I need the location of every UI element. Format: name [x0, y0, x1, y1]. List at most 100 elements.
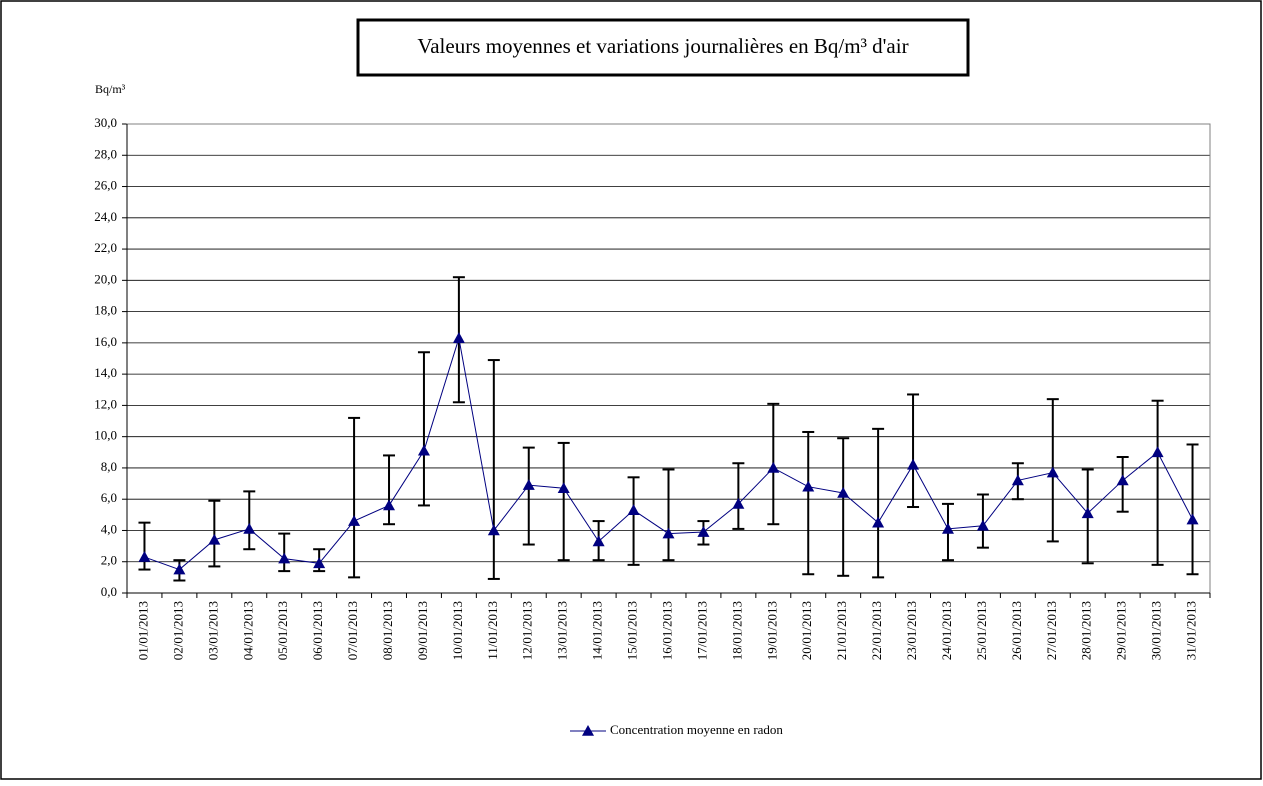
data-point	[278, 552, 291, 564]
x-tick-label: 29/01/2013	[1114, 601, 1129, 660]
data-point	[173, 563, 186, 575]
x-tick-label: 28/01/2013	[1079, 601, 1094, 660]
y-tick-label: 18,0	[94, 303, 117, 318]
data-point	[872, 516, 885, 528]
error-bar	[208, 499, 221, 568]
data-point	[732, 497, 745, 509]
data-point	[1116, 474, 1129, 486]
y-tick-label: 20,0	[94, 271, 117, 286]
x-tick-label: 04/01/2013	[240, 601, 255, 660]
data-point	[941, 522, 954, 534]
error-bar	[522, 446, 535, 546]
x-tick-label: 24/01/2013	[939, 601, 954, 660]
data-point	[138, 551, 151, 562]
error-bar	[907, 393, 920, 509]
x-tick-label: 05/01/2013	[275, 601, 290, 660]
data-point	[243, 522, 256, 534]
x-tick-label: 22/01/2013	[869, 601, 884, 660]
data-point	[662, 527, 675, 539]
error-bar	[1186, 443, 1199, 576]
error-bar	[487, 359, 500, 580]
error-bar	[1151, 399, 1164, 566]
data-point	[1081, 507, 1094, 519]
error-bar	[383, 454, 396, 526]
x-tick-label: 30/01/2013	[1149, 601, 1164, 660]
x-tick-label: 18/01/2013	[729, 601, 744, 660]
data-point	[837, 486, 850, 498]
data-point	[802, 480, 815, 492]
error-bar	[732, 462, 745, 530]
data-point	[452, 332, 465, 343]
x-tick-label: 02/01/2013	[170, 601, 185, 660]
data-point	[592, 535, 605, 547]
x-tick-label: 15/01/2013	[625, 601, 640, 660]
error-bar	[243, 490, 256, 551]
chart-title: Valeurs moyennes et variations journaliè…	[417, 34, 908, 58]
legend-label: Concentration moyenne en radon	[610, 722, 783, 737]
y-tick-label: 2,0	[101, 553, 117, 568]
error-bar	[417, 351, 430, 507]
x-tick-label: 27/01/2013	[1044, 601, 1059, 660]
data-point	[1011, 474, 1024, 486]
data-point	[1186, 513, 1199, 525]
y-tick-label: 14,0	[94, 365, 117, 380]
data-point	[697, 526, 710, 537]
data-point	[976, 519, 989, 531]
y-tick-label: 30,0	[94, 115, 117, 130]
y-tick-label: 16,0	[94, 334, 117, 349]
y-tick-label: 0,0	[101, 584, 117, 599]
error-bar	[802, 430, 815, 576]
x-tick-label: 21/01/2013	[834, 601, 849, 660]
legend-marker	[582, 725, 594, 736]
x-tick-label: 07/01/2013	[345, 601, 360, 660]
title-box	[356, 18, 970, 77]
y-tick-label: 22,0	[94, 240, 117, 255]
x-tick-label: 23/01/2013	[904, 601, 919, 660]
x-tick-label: 20/01/2013	[799, 601, 814, 660]
y-axis-label: Bq/m³	[95, 82, 126, 96]
error-bar	[662, 468, 675, 562]
data-point	[1046, 466, 1059, 478]
y-tick-label: 8,0	[101, 459, 117, 474]
error-bar	[837, 437, 850, 577]
error-bar	[348, 416, 361, 579]
x-tick-label: 14/01/2013	[590, 601, 605, 660]
x-tick-label: 10/01/2013	[450, 601, 465, 660]
error-bar	[278, 532, 291, 573]
x-tick-label: 19/01/2013	[764, 601, 779, 660]
x-tick-label: 06/01/2013	[310, 601, 325, 660]
error-bar	[627, 476, 640, 566]
data-point	[348, 515, 361, 526]
x-tick-label: 25/01/2013	[974, 601, 989, 660]
y-tick-label: 6,0	[101, 490, 117, 505]
x-tick-label: 09/01/2013	[415, 601, 430, 660]
x-tick-label: 31/01/2013	[1184, 601, 1199, 660]
data-point	[907, 458, 920, 470]
x-tick-label: 08/01/2013	[380, 601, 395, 660]
data-point	[1151, 446, 1164, 458]
x-tick-label: 12/01/2013	[520, 601, 535, 660]
y-tick-label: 10,0	[94, 428, 117, 443]
x-tick-label: 13/01/2013	[555, 601, 570, 660]
x-tick-label: 16/01/2013	[659, 601, 674, 660]
data-point	[557, 482, 570, 494]
x-tick-label: 26/01/2013	[1009, 601, 1024, 660]
data-point	[487, 524, 500, 536]
y-tick-label: 28,0	[94, 146, 117, 161]
y-tick-label: 4,0	[101, 521, 117, 536]
y-tick-label: 26,0	[94, 178, 117, 193]
data-point	[767, 461, 780, 473]
data-point	[417, 444, 430, 456]
data-point	[627, 504, 640, 515]
data-point	[522, 479, 535, 490]
x-tick-label: 17/01/2013	[694, 601, 709, 660]
x-tick-label: 03/01/2013	[205, 601, 220, 660]
y-tick-label: 24,0	[94, 209, 117, 224]
data-point	[383, 499, 396, 511]
error-bar	[872, 427, 885, 579]
x-tick-label: 11/01/2013	[485, 601, 500, 660]
error-bar	[557, 441, 570, 562]
